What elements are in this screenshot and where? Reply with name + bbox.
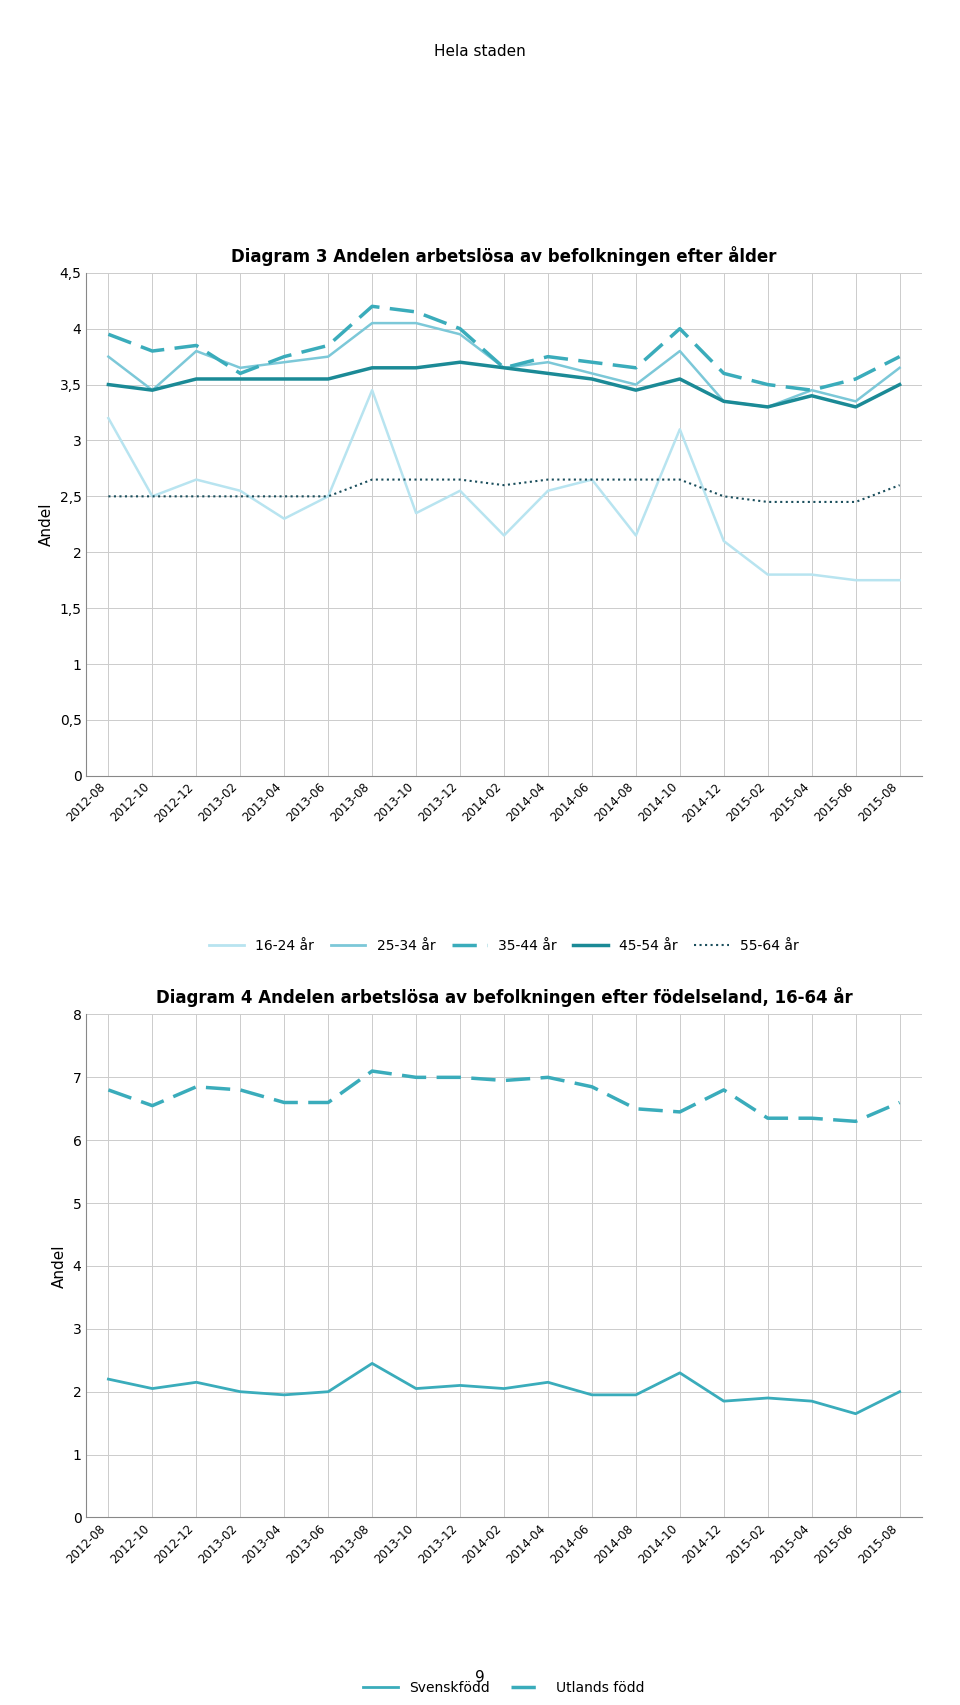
- Text: Hela staden: Hela staden: [434, 44, 526, 60]
- Text: 9: 9: [475, 1669, 485, 1685]
- Title: Diagram 4 Andelen arbetslösa av befolkningen efter födelseland, 16-64 år: Diagram 4 Andelen arbetslösa av befolkni…: [156, 987, 852, 1008]
- Legend: Svenskfödd, Utlands född: Svenskfödd, Utlands född: [357, 1676, 651, 1700]
- Legend: 16-24 år, 25-34 år, 35-44 år, 45-54 år, 55-64 år: 16-24 år, 25-34 år, 35-44 år, 45-54 år, …: [204, 934, 804, 958]
- Title: Diagram 3 Andelen arbetslösa av befolkningen efter ålder: Diagram 3 Andelen arbetslösa av befolkni…: [231, 246, 777, 266]
- Y-axis label: Andel: Andel: [52, 1245, 67, 1287]
- Y-axis label: Andel: Andel: [39, 503, 54, 546]
